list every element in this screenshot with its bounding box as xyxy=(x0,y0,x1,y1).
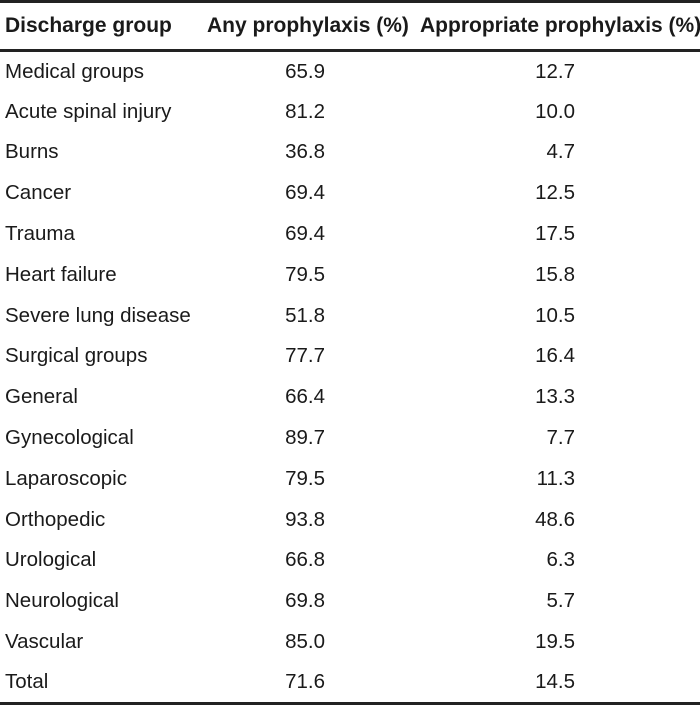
cell-group: General xyxy=(5,385,78,409)
cell-group: Urological xyxy=(5,548,97,572)
cell-any: 69.4 xyxy=(285,181,325,205)
cell-any: 77.7 xyxy=(285,344,325,368)
cell-appropriate: 10.5 xyxy=(535,303,575,327)
cell-appropriate: 16.4 xyxy=(535,344,575,368)
table-body: Medical groups 65.9 12.7 Acute spinal in… xyxy=(0,51,700,705)
cell-group: Cancer xyxy=(5,181,72,205)
cell-appropriate: 6.3 xyxy=(546,548,576,572)
cell-any: 93.8 xyxy=(285,507,325,531)
table-row: Trauma 69.4 17.5 xyxy=(0,214,700,255)
cell-any: 65.9 xyxy=(285,59,325,83)
cell-appropriate: 7.7 xyxy=(546,426,576,450)
cell-appropriate: 13.3 xyxy=(535,385,575,409)
cell-any: 71.6 xyxy=(205,662,419,705)
cell-group: Burns xyxy=(5,140,59,164)
table-row: Acute spinal injury 81.2 10.0 xyxy=(0,91,700,132)
cell-any: 66.4 xyxy=(285,385,325,409)
cell-appropriate: 17.5 xyxy=(535,222,575,246)
cell-appropriate: 10.0 xyxy=(535,99,575,123)
table-row: Burns 36.8 4.7 xyxy=(0,132,700,173)
cell-any: 69.4 xyxy=(285,222,325,246)
cell-group: Neurological xyxy=(5,589,119,613)
table-row: General 66.4 13.3 xyxy=(0,377,700,418)
table-row: Heart failure 79.5 15.8 xyxy=(0,254,700,295)
table-row: Surgical groups 77.7 16.4 xyxy=(0,336,700,377)
cell-appropriate: 4.7 xyxy=(546,140,576,164)
cell-any: 85.0 xyxy=(285,630,325,654)
header-row: Discharge group Any prophylaxis (%) Appr… xyxy=(0,0,700,52)
table-row: Cancer 69.4 12.5 xyxy=(0,173,700,214)
cell-appropriate: 12.7 xyxy=(535,59,575,83)
cell-group: Severe lung disease xyxy=(5,303,191,327)
cell-group: Heart failure xyxy=(5,262,117,286)
cell-appropriate: 12.5 xyxy=(535,181,575,205)
cell-any: 81.2 xyxy=(285,99,325,123)
cell-appropriate: 5.7 xyxy=(546,589,576,613)
cell-any: 79.5 xyxy=(285,262,325,286)
table-row: Medical groups 65.9 12.7 xyxy=(0,51,700,92)
table-row: Severe lung disease 51.8 10.5 xyxy=(0,295,700,336)
table-row: Laparoscopic 79.5 11.3 xyxy=(0,458,700,499)
cell-group: Orthopedic xyxy=(5,507,106,531)
cell-group: Laparoscopic xyxy=(5,466,127,490)
cell-any: 89.7 xyxy=(285,426,325,450)
cell-group: Acute spinal injury xyxy=(5,99,172,123)
cell-group: Medical groups xyxy=(5,59,145,83)
table-row: Vascular 85.0 19.5 xyxy=(0,622,700,663)
cell-appropriate: 15.8 xyxy=(535,262,575,286)
header-any-prophylaxis: Any prophylaxis (%) xyxy=(205,0,419,52)
cell-appropriate: 14.5 xyxy=(419,662,700,705)
cell-any: 79.5 xyxy=(285,466,325,490)
cell-group: Total xyxy=(0,662,205,705)
cell-appropriate: 11.3 xyxy=(536,466,575,490)
cell-group: Gynecological xyxy=(5,426,134,450)
table-row: Urological 66.8 6.3 xyxy=(0,540,700,581)
table-row-total: Total 71.6 14.5 xyxy=(0,662,700,705)
cell-group: Trauma xyxy=(5,222,75,246)
cell-appropriate: 19.5 xyxy=(535,630,575,654)
cell-any: 69.8 xyxy=(285,589,325,613)
cell-any: 36.8 xyxy=(285,140,325,164)
table-row: Neurological 69.8 5.7 xyxy=(0,581,700,622)
table-row: Gynecological 89.7 7.7 xyxy=(0,418,700,459)
cell-group: Surgical groups xyxy=(5,344,148,368)
cell-appropriate: 48.6 xyxy=(535,507,575,531)
cell-group: Vascular xyxy=(5,630,84,654)
cell-any: 51.8 xyxy=(285,303,325,327)
table-row: Orthopedic 93.8 48.6 xyxy=(0,499,700,540)
cell-any: 66.8 xyxy=(285,548,325,572)
header-appropriate-prophylaxis: Appropriate prophylaxis (%) xyxy=(419,0,700,52)
table-header: Discharge group Any prophylaxis (%) Appr… xyxy=(0,0,700,52)
header-discharge-group: Discharge group xyxy=(0,0,205,52)
